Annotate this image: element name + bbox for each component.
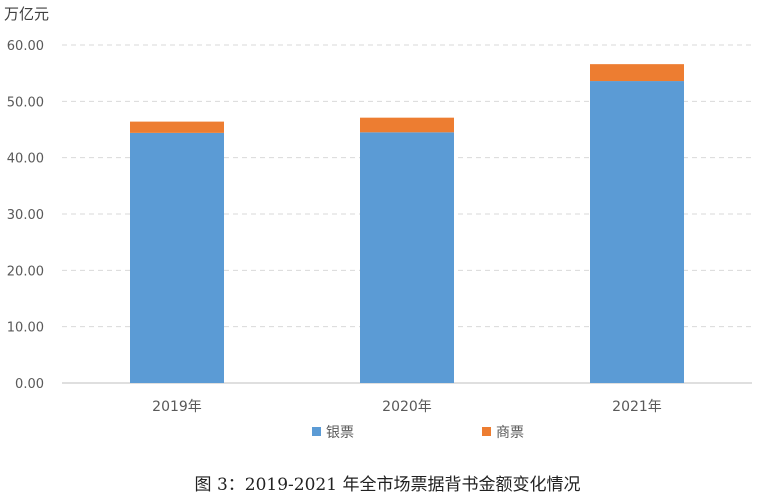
y-tick-label: 30.00 — [7, 208, 44, 223]
legend-swatch — [312, 427, 321, 436]
y-tick-label: 20.00 — [7, 264, 44, 279]
figure-caption: 图 3：2019-2021 年全市场票据背书金额变化情况 — [194, 475, 581, 495]
bar-commercial-bill — [360, 117, 454, 133]
stacked-bar-chart: 0.00 10.00 20.00 30.00 40.00 50.00 60.00 2019年 2… — [7, 39, 752, 441]
bar-commercial-bill — [590, 64, 684, 82]
legend-label: 商票 — [496, 425, 524, 441]
bar-bank-bill — [590, 81, 684, 383]
y-tick-label: 0.00 — [15, 377, 44, 392]
x-tick-label: 2020年 — [382, 399, 432, 415]
legend-label: 银票 — [326, 425, 354, 441]
y-axis-unit-label: 万亿元 — [4, 5, 50, 23]
legend-swatch — [482, 427, 491, 436]
bar-bank-bill — [130, 132, 224, 383]
x-tick-label: 2021年 — [612, 399, 662, 415]
y-tick-label: 10.00 — [7, 321, 44, 336]
bar-bank-bill — [360, 132, 454, 383]
bar-commercial-bill — [130, 121, 224, 133]
y-tick-label: 40.00 — [7, 152, 44, 167]
y-tick-label: 60.00 — [7, 39, 44, 54]
y-tick-label: 50.00 — [7, 95, 44, 110]
x-tick-label: 2019年 — [152, 399, 202, 415]
